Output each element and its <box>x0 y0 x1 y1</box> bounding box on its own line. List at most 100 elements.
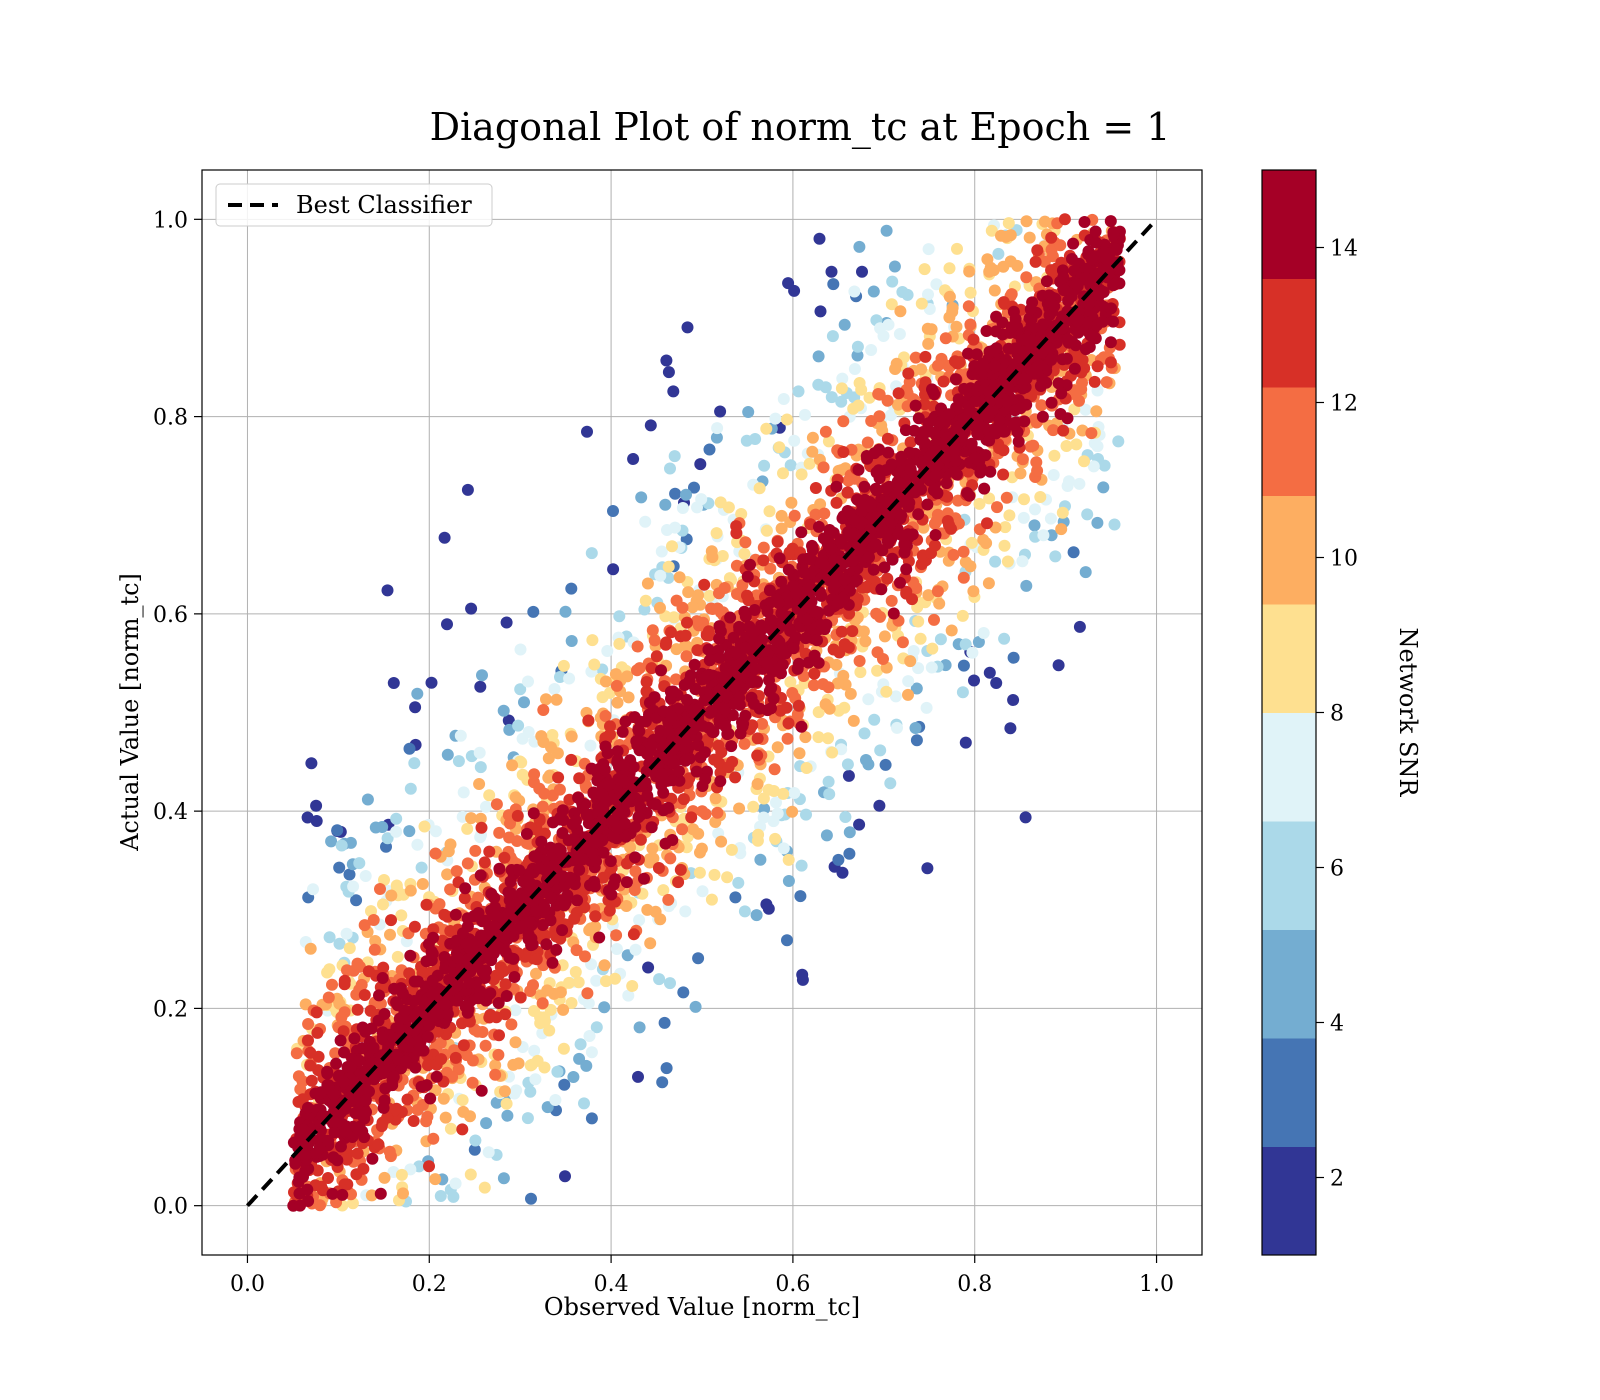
data-point <box>294 1199 306 1212</box>
data-point <box>353 1054 366 1067</box>
data-point <box>818 507 831 520</box>
data-point <box>970 348 983 361</box>
data-point <box>869 538 882 551</box>
data-point <box>782 563 795 576</box>
data-point <box>1003 509 1016 522</box>
data-point <box>965 536 978 549</box>
data-point <box>902 675 915 688</box>
data-point <box>988 284 1001 297</box>
data-point <box>588 880 601 893</box>
data-point <box>891 721 903 734</box>
data-point <box>825 391 838 404</box>
data-point <box>465 602 478 615</box>
data-point <box>708 753 721 766</box>
data-point <box>768 763 781 776</box>
data-point <box>791 708 804 721</box>
data-point <box>750 909 763 922</box>
data-point <box>483 789 496 802</box>
data-point <box>670 594 683 607</box>
data-point <box>1001 555 1014 568</box>
data-point <box>672 876 685 889</box>
data-point <box>383 1145 396 1158</box>
data-point <box>321 1067 334 1080</box>
data-point <box>338 1178 351 1191</box>
data-point <box>784 459 797 472</box>
data-point <box>524 1085 537 1098</box>
data-point <box>687 823 700 836</box>
data-point <box>773 552 786 565</box>
data-point <box>909 722 922 734</box>
data-point <box>1047 469 1060 481</box>
data-point <box>948 465 961 478</box>
data-point <box>959 736 972 749</box>
data-point <box>733 802 746 815</box>
data-point <box>752 828 765 841</box>
data-point <box>1031 244 1044 257</box>
data-point <box>773 441 786 454</box>
data-point <box>368 943 381 956</box>
data-point <box>377 961 390 974</box>
data-point <box>403 825 416 838</box>
data-point <box>1078 216 1091 228</box>
data-point <box>492 997 505 1009</box>
data-point <box>290 1047 303 1060</box>
data-point <box>654 601 666 614</box>
data-point <box>348 1032 361 1045</box>
data-point <box>506 759 519 772</box>
data-point <box>812 706 825 719</box>
data-point <box>937 375 950 388</box>
data-point <box>894 305 907 318</box>
data-point <box>891 398 904 411</box>
data-point <box>424 1092 437 1105</box>
data-point <box>372 1014 385 1027</box>
data-point <box>412 975 424 988</box>
data-point <box>667 685 680 698</box>
data-point <box>995 229 1007 242</box>
data-point <box>1097 481 1110 494</box>
data-point <box>991 501 1003 514</box>
data-point <box>983 265 996 278</box>
data-point <box>569 966 582 978</box>
data-point <box>449 1177 462 1190</box>
data-point <box>471 1025 484 1038</box>
data-point <box>862 693 875 706</box>
data-point <box>630 735 643 748</box>
data-point <box>599 675 612 688</box>
data-point <box>901 387 914 400</box>
data-point <box>774 704 787 717</box>
data-point <box>629 851 641 864</box>
data-point <box>837 446 850 458</box>
data-point <box>584 739 597 752</box>
data-point <box>664 852 677 865</box>
data-point <box>1036 410 1049 423</box>
data-point <box>922 337 935 350</box>
data-point <box>910 734 923 747</box>
data-point <box>738 737 751 750</box>
data-point <box>921 498 934 511</box>
data-point <box>493 826 506 839</box>
data-point <box>547 816 559 829</box>
data-point <box>696 805 709 818</box>
data-point <box>610 679 623 692</box>
data-point <box>527 807 540 820</box>
data-point <box>603 904 616 917</box>
data-point <box>856 265 868 278</box>
data-point <box>931 585 944 598</box>
data-point <box>469 1134 482 1147</box>
data-point <box>1047 424 1060 437</box>
data-point <box>967 585 980 598</box>
data-point <box>771 741 784 754</box>
data-point <box>1058 213 1071 226</box>
data-point <box>993 442 1006 455</box>
data-point <box>404 782 417 795</box>
data-point <box>858 727 871 740</box>
data-point <box>509 1004 522 1017</box>
data-point <box>715 835 728 848</box>
data-point <box>856 498 869 511</box>
data-point <box>800 808 812 821</box>
data-point <box>703 654 716 667</box>
data-point <box>456 1094 469 1107</box>
data-point <box>692 952 705 965</box>
data-point <box>521 1112 534 1125</box>
data-point <box>444 883 457 896</box>
